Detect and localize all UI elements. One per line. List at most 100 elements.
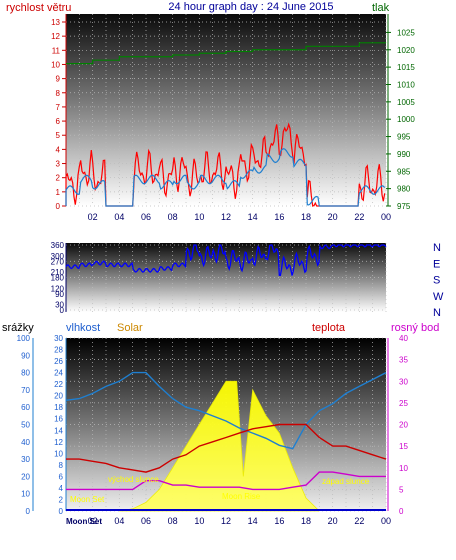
rain-tick-label: 60 — [21, 403, 30, 412]
humidity-tick-label: 22 — [54, 380, 63, 389]
x-tick-label: 00 — [381, 516, 391, 526]
rain-tick-label: 20 — [21, 472, 30, 481]
direction-tick-label: 120 — [51, 284, 65, 293]
x-tick-label: 02 — [88, 212, 98, 222]
wind-tick-label: 1 — [56, 188, 61, 197]
pressure-tick-label: 975 — [397, 202, 411, 211]
x-tick-label: 00 — [381, 212, 391, 222]
x-tick-label: 08 — [168, 212, 178, 222]
x-tick-label: 14 — [248, 516, 258, 526]
rain-tick-label: 10 — [21, 490, 30, 499]
pressure-tick-label: 995 — [397, 133, 411, 142]
humidity-tick-label: 14 — [54, 426, 63, 435]
x-tick-label: 10 — [194, 212, 204, 222]
wind-tick-label: 11 — [52, 46, 61, 55]
humidity-tick-label: 0 — [59, 507, 64, 516]
x-tick-label: 02 — [88, 516, 98, 526]
x-tick-label: 18 — [301, 516, 311, 526]
x-tick-label: 12 — [221, 516, 231, 526]
humidity-axis-title: vlhkost — [66, 322, 100, 334]
pressure-tick-label: 980 — [397, 185, 411, 194]
x-tick-label: 06 — [141, 212, 151, 222]
temperature-tick-label: 25 — [399, 399, 408, 408]
compass-label: N — [433, 307, 441, 319]
temperature-tick-label: 15 — [399, 442, 408, 451]
compass-label: S — [433, 275, 440, 287]
rain-tick-label: 100 — [17, 334, 31, 343]
solar-axis-title: Solar — [117, 322, 143, 334]
humidity-tick-label: 4 — [59, 484, 64, 493]
pressure-tick-label: 1015 — [397, 63, 415, 72]
temperature-tick-label: 30 — [399, 377, 408, 386]
moonset-bottom-annotation: Moon Set — [66, 517, 102, 526]
wind-tick-label: 13 — [51, 18, 60, 27]
temperature-axis-title: teplota — [312, 322, 346, 334]
wind-average-line — [65, 148, 386, 207]
x-tick-label: 20 — [328, 212, 338, 222]
x-tick-label: 04 — [114, 212, 124, 222]
wind-tick-label: 5 — [56, 131, 61, 140]
x-tick-label: 18 — [301, 212, 311, 222]
temperature-tick-label: 0 — [399, 507, 404, 516]
wind-axis-title: rychlost větru — [6, 2, 71, 14]
moonset-annotation: Moon Set — [70, 495, 105, 504]
x-tick-label: 06 — [141, 516, 151, 526]
direction-tick-label: 360 — [51, 241, 65, 250]
temperature-line — [66, 423, 387, 473]
wind-tick-label: 2 — [56, 174, 61, 183]
direction-tick-label: 30 — [55, 301, 64, 310]
direction-tick-label: 210 — [51, 268, 65, 277]
rain-tick-label: 0 — [26, 507, 31, 516]
direction-tick-label: 300 — [51, 252, 65, 261]
humidity-tick-label: 16 — [54, 415, 63, 424]
humidity-tick-label: 18 — [54, 403, 63, 412]
wind-tick-label: 3 — [56, 160, 61, 169]
temperature-tick-label: 20 — [399, 421, 408, 430]
temperature-tick-label: 10 — [399, 464, 408, 473]
temperature-tick-label: 35 — [399, 356, 408, 365]
humidity-tick-label: 24 — [54, 369, 63, 378]
temperature-tick-label: 5 — [399, 485, 404, 494]
humidity-tick-label: 6 — [59, 472, 64, 481]
direction-tick-label: 270 — [51, 257, 65, 266]
wind-tick-label: 0 — [56, 202, 61, 211]
direction-tick-label: 180 — [51, 274, 65, 283]
x-tick-label: 14 — [248, 212, 258, 222]
rain-tick-label: 30 — [21, 455, 30, 464]
wind-tick-label: 12 — [51, 32, 60, 41]
wind-tick-label: 7 — [56, 103, 61, 112]
x-tick-label: 04 — [114, 516, 124, 526]
humidity-tick-label: 28 — [54, 346, 63, 355]
wind-tick-label: 10 — [51, 60, 60, 69]
pressure-axis-title: tlak — [372, 2, 390, 14]
x-tick-label: 20 — [328, 516, 338, 526]
wind-tick-label: 6 — [56, 117, 61, 126]
humidity-line — [65, 371, 387, 450]
direction-tick-label: 0 — [60, 306, 65, 315]
humidity-tick-label: 12 — [54, 438, 63, 447]
panel1-marks: 0123456789101112139759809859909951000100… — [51, 14, 415, 222]
humidity-tick-label: 30 — [54, 334, 63, 343]
rain-tick-label: 40 — [21, 438, 30, 447]
humidity-tick-label: 20 — [54, 392, 63, 401]
pressure-tick-label: 1005 — [397, 98, 415, 107]
pressure-tick-label: 1025 — [397, 28, 415, 37]
wind-tick-label: 4 — [56, 145, 61, 154]
compass-label: E — [433, 258, 440, 270]
moonrise-annotation: Moon Rise — [222, 492, 261, 501]
wind-tick-label: 9 — [56, 75, 61, 84]
x-tick-label: 16 — [274, 516, 284, 526]
pressure-tick-label: 1020 — [397, 46, 415, 55]
sunset-annotation: západ slunce — [322, 477, 370, 486]
pressure-tick-label: 990 — [397, 150, 411, 159]
solar-area — [119, 380, 320, 512]
dewpoint-axis-title: rosný bod — [391, 322, 439, 334]
compass-label: W — [433, 291, 444, 303]
humidity-tick-label: 10 — [54, 449, 63, 458]
rain-axis-title: srážky — [2, 322, 34, 334]
direction-tick-label: 90 — [55, 290, 64, 299]
chart-title: 24 hour graph day : 24 June 2015 — [168, 1, 333, 13]
x-tick-label: 22 — [354, 516, 364, 526]
